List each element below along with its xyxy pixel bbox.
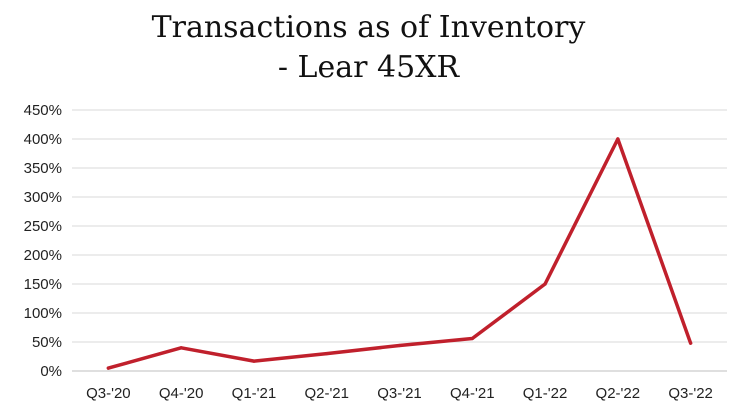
y-tick-label: 0% [40,363,62,380]
y-tick-label: 400% [24,131,62,148]
chart-title-line-1: Transactions as of Inventory [151,10,586,45]
y-tick-label: 50% [32,334,62,351]
y-tick-label: 100% [24,305,62,322]
x-tick-label: Q2-'22 [596,385,641,402]
x-tick-label: Q1-'22 [523,385,568,402]
chart-title: Transactions as of Inventory - Lear 45XR [0,8,737,88]
data-point [616,137,620,141]
x-tick-label: Q3-'20 [86,385,131,402]
x-tick-label: Q3-'21 [377,385,422,402]
y-tick-label: 300% [24,189,62,206]
data-point [106,366,110,370]
x-tick-label: Q1-'21 [232,385,277,402]
data-point [689,341,693,345]
y-tick-label: 350% [24,160,62,177]
y-tick-label: 200% [24,247,62,264]
data-point [470,336,474,341]
chart-title-line-2: - Lear 45XR [277,50,460,85]
x-tick-label: Q4-'20 [159,385,204,402]
y-tick-label: 150% [24,276,62,293]
data-point [543,282,547,286]
y-tick-label: 250% [24,218,62,235]
y-tick-label: 450% [24,102,62,119]
x-tick-label: Q2-'21 [304,385,349,402]
data-point [397,343,402,348]
x-tick-label: Q4-'21 [450,385,495,402]
series-line [106,137,693,370]
data-point [325,352,329,356]
data-point [179,346,183,350]
x-tick-label: Q3-'22 [668,385,713,402]
data-point [252,359,256,363]
